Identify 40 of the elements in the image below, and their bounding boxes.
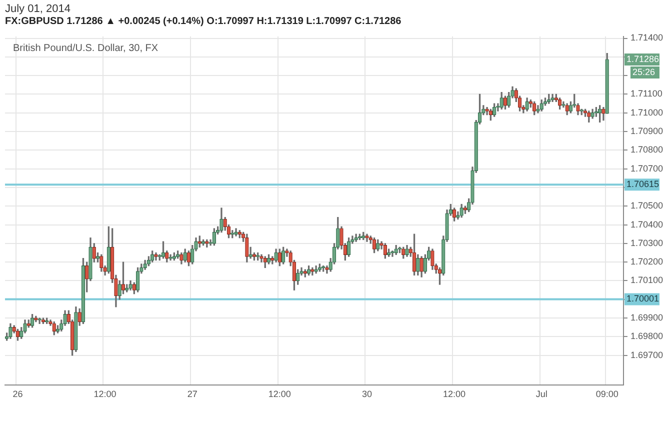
y-tick-label: 1.69900 <box>630 312 664 323</box>
y-tick-label: 1.70300 <box>630 238 664 248</box>
annotation: British Pound/U.S. Dollar, 30, FX <box>13 43 158 54</box>
x-tick-label: 30 <box>362 389 372 400</box>
candlestick <box>16 328 20 341</box>
x-tick-label: 12:00 <box>268 389 291 400</box>
annotation: 1.71286 <box>626 54 660 64</box>
ref-line-label: 1.70615 <box>626 179 660 190</box>
x-tick-label: Jul <box>536 389 548 400</box>
chart-subtitle: FX:GBPUSD 1.71286 ▲ +0.00245 (+0.14%) O:1.70997 H:1.71319 L:1.70997 C:1.71286 <box>5 16 402 27</box>
y-tick-label: 1.71400 <box>630 32 664 43</box>
candlestick <box>81 258 86 324</box>
candlestick <box>121 262 126 294</box>
y-tick-label: 1.70500 <box>630 200 664 211</box>
x-tick-label: 12:00 <box>443 389 466 400</box>
text: 25:26 <box>632 67 655 78</box>
y-tick-label: 1.70400 <box>630 219 664 230</box>
candlestick <box>161 241 166 259</box>
x-tick-label: 26 <box>12 389 23 400</box>
y-tick-label: 1.71000 <box>630 107 664 118</box>
y-tick-label: 1.69800 <box>630 331 664 342</box>
y-tick-label: 1.70200 <box>630 256 664 267</box>
chart-title: July 01, 2014 <box>5 3 70 15</box>
x-tick-label: 09:00 <box>596 389 618 400</box>
candlestick <box>266 254 271 264</box>
y-tick-label: 1.70900 <box>630 126 664 136</box>
candlestick <box>503 96 508 110</box>
x-tick-label: 12:00 <box>94 389 116 400</box>
x-tick-label: 27 <box>187 389 198 400</box>
candlestick <box>438 267 442 285</box>
y-tick-label: 1.70800 <box>630 144 664 155</box>
candlestick <box>186 250 191 266</box>
candlestick <box>412 234 416 276</box>
y-tick-label: 1.70100 <box>630 275 664 286</box>
candlestick <box>306 265 311 276</box>
y-tick-label: 1.70700 <box>630 163 664 174</box>
ref-line-label: 1.70001 <box>626 294 660 304</box>
y-tick-label: 1.71100 <box>630 88 662 99</box>
candlestick <box>372 238 376 254</box>
y-tick-label: 1.69700 <box>630 350 664 360</box>
